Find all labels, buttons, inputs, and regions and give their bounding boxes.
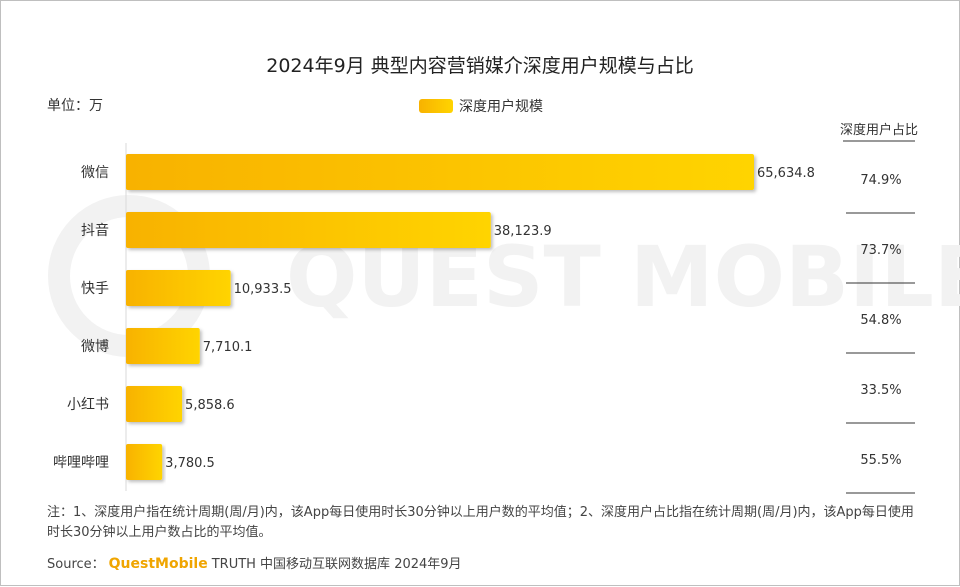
value-label: 7,710.1 <box>203 340 253 355</box>
category-label: 快手 <box>81 281 109 297</box>
legend: 深度用户规模 <box>419 96 543 116</box>
share-label: 54.8% <box>860 313 901 328</box>
category-label: 抖音 <box>81 222 109 239</box>
source-prefix: Source： <box>47 557 105 572</box>
category-label: 哔哩哔哩 <box>53 455 109 471</box>
bar <box>126 212 491 248</box>
value-label: 3,780.5 <box>165 456 215 471</box>
footnote: 注：1、深度用户指在统计周期(周/月)内，该App每日使用时长30分钟以上用户数… <box>47 505 914 540</box>
value-label: 38,123.9 <box>494 224 552 239</box>
bar <box>126 386 183 422</box>
chart-title: 2024年9月 典型内容营销媒介深度用户规模与占比 <box>266 55 694 77</box>
legend-label: 深度用户规模 <box>459 99 543 115</box>
value-label: 5,858.6 <box>185 398 235 413</box>
source-brand: QuestMobile <box>108 556 208 572</box>
share-label: 55.5% <box>860 453 901 468</box>
legend-swatch <box>419 99 453 113</box>
unit-label: 单位：万 <box>47 98 103 114</box>
share-column-header: 深度用户占比 <box>839 123 918 138</box>
value-label: 10,933.5 <box>234 282 292 297</box>
source-line: Source： QuestMobile TRUTH 中国移动互联网数据库 202… <box>47 553 462 572</box>
source-rest: TRUTH 中国移动互联网数据库 2024年9月 <box>211 557 462 572</box>
value-label: 65,634.8 <box>757 166 815 181</box>
category-label: 微博 <box>81 338 109 355</box>
bar <box>126 444 163 480</box>
share-label: 73.7% <box>860 243 901 258</box>
share-label: 74.9% <box>860 173 901 188</box>
bar <box>126 154 754 190</box>
share-label: 33.5% <box>860 383 901 398</box>
bar <box>126 270 231 306</box>
category-label: 小红书 <box>67 397 109 413</box>
category-label: 微信 <box>81 165 109 181</box>
bar <box>126 328 200 364</box>
